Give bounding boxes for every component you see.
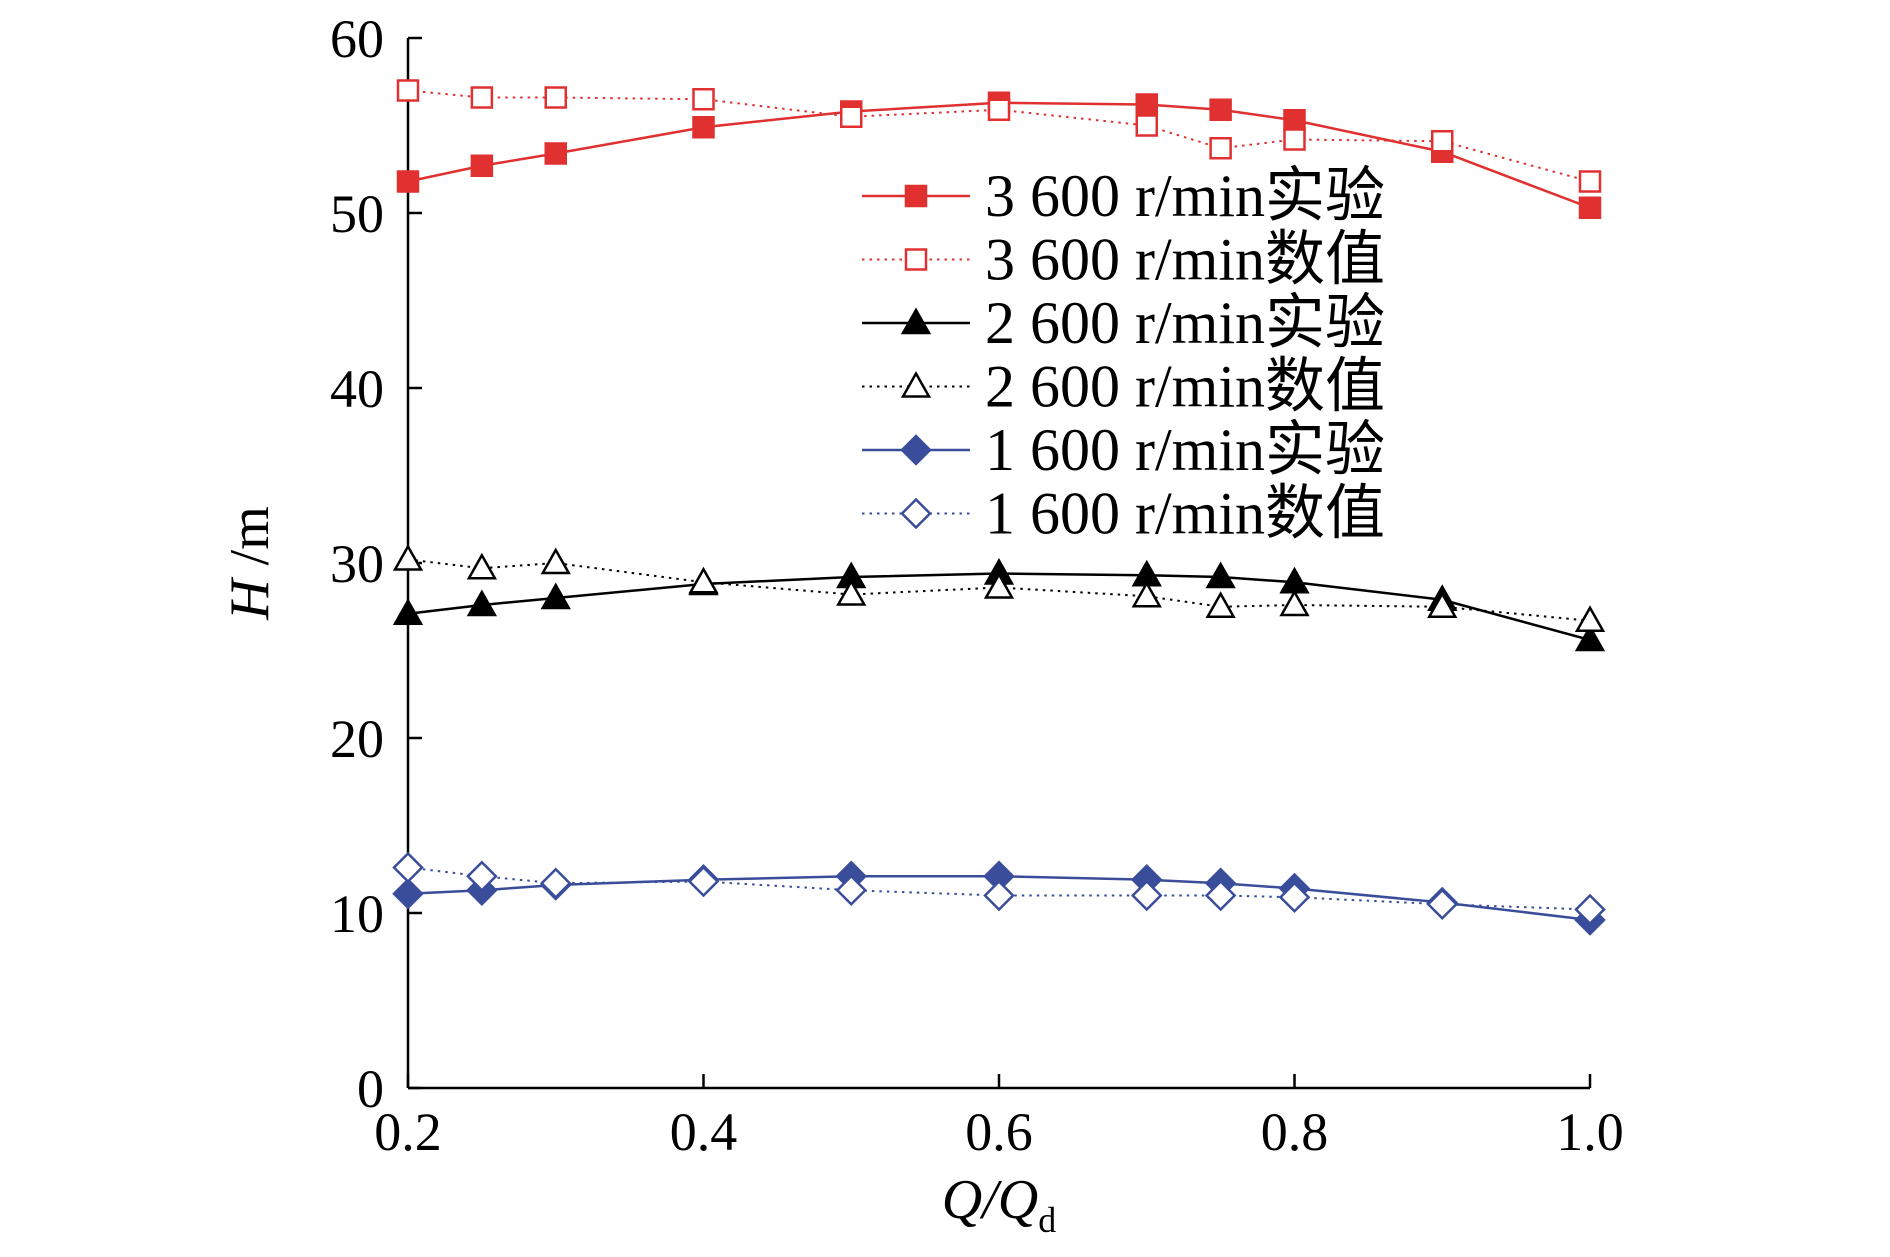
data-point (466, 860, 498, 893)
data-point (1130, 879, 1163, 912)
data-point (836, 578, 867, 606)
data-point (544, 86, 567, 109)
data-point (1135, 114, 1158, 137)
data-point (544, 142, 567, 165)
legend-entry-2: 3 600 r/min数值 (862, 227, 1385, 293)
data-point (1283, 109, 1306, 132)
y-tick-label: 60 (330, 9, 384, 69)
data-point (1426, 888, 1459, 921)
data-point (692, 116, 715, 139)
data-point (1204, 879, 1237, 912)
y-tick-label: 30 (330, 534, 384, 594)
legend-entry-4: 2 600 r/min数值 (862, 354, 1385, 420)
data-point (1135, 93, 1158, 116)
data-point (1209, 137, 1232, 160)
legend-entry-3: 2 600 r/min实验 (862, 290, 1385, 356)
data-point (540, 547, 571, 575)
x-axis-title-main: Q/Q (942, 1169, 1038, 1231)
data-point (1578, 196, 1602, 219)
x-tick-label: 0.2 (374, 1102, 442, 1162)
y-tick-label: 40 (330, 359, 384, 419)
data-point (470, 86, 494, 109)
data-point (392, 543, 424, 571)
data-point (466, 552, 498, 580)
x-tick-label: 0.6 (965, 1102, 1033, 1162)
x-tick-label: 0.8 (1261, 1102, 1329, 1162)
y-axis-title-unit: /m (219, 506, 281, 579)
data-point (392, 598, 424, 625)
data-point (540, 582, 571, 610)
series-markers-2 (396, 79, 1602, 193)
data-point (835, 874, 868, 907)
axes: 0 10 20 30 40 50 60 0.2 0.4 0.6 0.8 1.0 (330, 9, 1624, 1162)
legend-label: 3 600 r/min数值 (985, 227, 1385, 293)
data-point (392, 877, 424, 910)
legend-marker (900, 434, 932, 466)
data-point (396, 170, 420, 193)
legend-label: 1 600 r/min数值 (985, 481, 1385, 547)
legend-entry-5: 1 600 r/min实验 (862, 417, 1385, 483)
data-point (1205, 591, 1236, 618)
x-tick-label: 0.4 (670, 1102, 738, 1162)
y-tick-label: 50 (330, 184, 384, 244)
y-axis-title: H /m (219, 506, 281, 621)
data-point (1209, 98, 1232, 121)
legend-marker (900, 307, 932, 335)
data-point (687, 865, 720, 898)
y-tick-label: 10 (330, 884, 384, 944)
data-point (1431, 130, 1454, 153)
data-point (1578, 170, 1602, 193)
y-tick-label: 0 (357, 1059, 384, 1119)
legend-marker (900, 497, 932, 530)
x-axis-title-subscript: d (1038, 1200, 1056, 1240)
data-point (392, 851, 424, 884)
data-point (1278, 881, 1311, 914)
data-point (539, 867, 572, 900)
x-axis-title: Q/Qd (942, 1169, 1056, 1240)
y-tick-label: 20 (330, 709, 384, 769)
data-point (466, 589, 498, 617)
data-point (1574, 605, 1606, 632)
series-markers-6 (392, 851, 1606, 926)
data-point (1574, 893, 1606, 926)
legend-label: 3 600 r/min实验 (985, 163, 1385, 229)
data-point (692, 88, 715, 111)
series-markers (392, 79, 1606, 936)
data-point (396, 79, 420, 102)
legend-entry-1: 3 600 r/min实验 (862, 163, 1385, 229)
data-point (1283, 128, 1306, 151)
data-point (1427, 591, 1458, 618)
series-markers-4 (392, 543, 1606, 632)
legend-label: 2 600 r/min实验 (985, 290, 1385, 356)
x-tick-label: 1.0 (1556, 1102, 1624, 1162)
data-point (1205, 561, 1236, 589)
legend-marker (904, 184, 928, 208)
legend-label: 1 600 r/min实验 (985, 417, 1385, 483)
data-point (987, 98, 1011, 121)
legend-label: 2 600 r/min数值 (985, 354, 1385, 420)
data-point (470, 154, 494, 177)
data-point (1574, 624, 1606, 652)
legend-marker (900, 370, 932, 398)
legend-marker (904, 248, 928, 271)
y-axis-title-main: H (219, 577, 281, 621)
data-point (840, 105, 863, 128)
data-point (1131, 580, 1162, 608)
data-point (983, 879, 1015, 912)
data-point (1279, 589, 1310, 617)
legend-entry-6: 1 600 r/min数值 (862, 481, 1385, 547)
data-point (688, 566, 719, 594)
data-point (983, 571, 1015, 599)
